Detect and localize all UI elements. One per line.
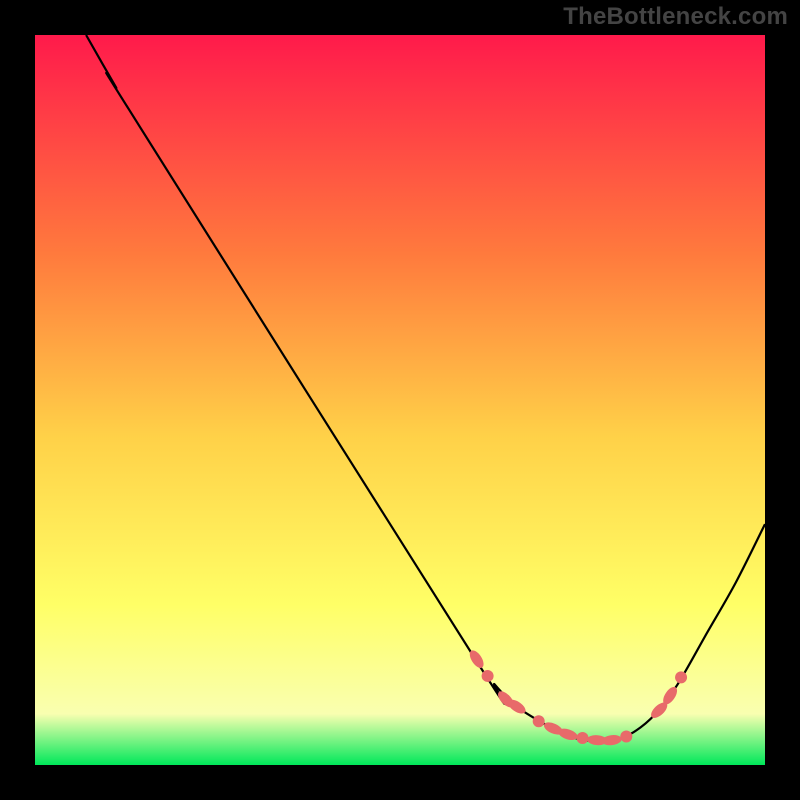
plot-background — [35, 35, 765, 765]
highlight-dot — [482, 670, 494, 682]
watermark-text: TheBottleneck.com — [563, 3, 788, 31]
bottleneck-chart — [0, 0, 800, 800]
highlight-dot — [675, 671, 687, 683]
highlight-dot — [533, 715, 545, 727]
highlight-dot — [577, 732, 589, 744]
highlight-dot — [620, 731, 632, 743]
chart-container: TheBottleneck.com — [0, 0, 800, 800]
